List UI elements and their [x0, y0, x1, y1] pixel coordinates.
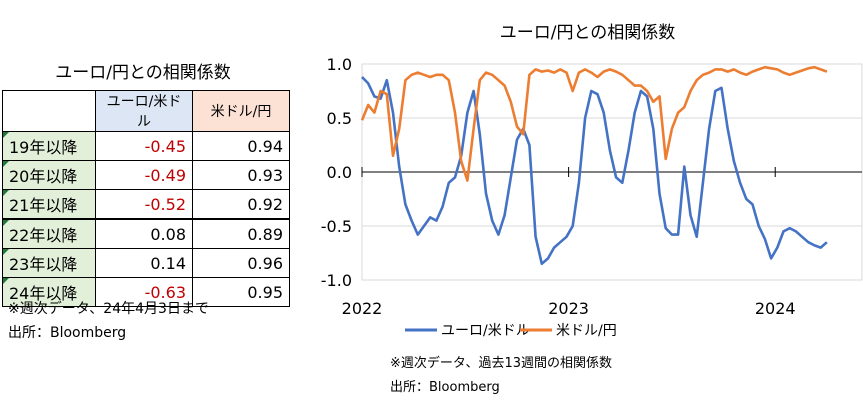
y-tick-label: 0.5: [327, 109, 352, 128]
table-source: 出所：Bloomberg: [8, 325, 127, 341]
row-label: 23年以降: [2, 248, 96, 278]
row-label: 19年以降: [2, 131, 96, 161]
y-tick-label: -0.5: [321, 217, 352, 236]
table-row: 20年以降 -0.49 0.93: [2, 160, 290, 190]
series-line-eur-usd: [361, 76, 828, 266]
usd-jpy-value: 0.95: [192, 277, 290, 307]
series-line-usd-jpy: [360, 65, 828, 182]
legend-label: ユーロ/米ドル: [441, 323, 530, 339]
table-row: 19年以降 -0.45 0.94: [2, 131, 290, 161]
correlation-table: ユーロ/米ドル 米ドル/円 19年以降 -0.45 0.94 20年以降 -0.…: [2, 90, 290, 307]
table-note: ※週次データ、24年4月3日まで: [8, 301, 209, 317]
table-header-row: ユーロ/米ドル 米ドル/円: [2, 90, 290, 132]
usd-jpy-value: 0.94: [192, 131, 290, 161]
usd-jpy-value: 0.96: [192, 248, 290, 278]
y-tick-label: -1.0: [321, 271, 352, 290]
table-row: 22年以降 0.08 0.89: [2, 218, 290, 249]
eur-usd-value: -0.52: [95, 189, 193, 220]
table-row: 21年以降 -0.52 0.92: [2, 189, 290, 220]
header-blank-cell: [2, 90, 96, 132]
header-eur-usd: ユーロ/米ドル: [95, 90, 193, 132]
y-tick-label: 0.0: [327, 163, 352, 182]
row-label: 21年以降: [2, 189, 96, 220]
table-row: 23年以降 0.14 0.96: [2, 248, 290, 278]
x-tick-label: 2024: [755, 299, 796, 318]
table-row: 24年以降 -0.63 0.95: [2, 277, 290, 307]
header-usd-jpy: 米ドル/円: [192, 90, 290, 132]
y-tick-label: 1.0: [327, 55, 352, 74]
row-label: 22年以降: [2, 218, 96, 249]
table-title: ユーロ/円との相関係数: [55, 63, 231, 83]
eur-usd-value: -0.45: [95, 131, 193, 161]
eur-usd-value: -0.49: [95, 160, 193, 190]
chart-source: 出所：Bloomberg: [390, 380, 500, 395]
usd-jpy-value: 0.92: [192, 189, 290, 220]
legend-label: 米ドル/円: [556, 323, 617, 339]
usd-jpy-value: 0.93: [192, 160, 290, 190]
row-label: 24年以降: [2, 277, 96, 307]
x-tick-label: 2023: [548, 299, 589, 318]
row-label: 20年以降: [2, 160, 96, 190]
x-tick-label: 2022: [342, 299, 383, 318]
chart-title: ユーロ/円との相関係数: [499, 23, 676, 43]
eur-usd-value: 0.08: [95, 218, 193, 249]
chart-note: ※週次データ、過去13週間の相関係数: [390, 356, 613, 371]
usd-jpy-value: 0.89: [192, 218, 290, 249]
